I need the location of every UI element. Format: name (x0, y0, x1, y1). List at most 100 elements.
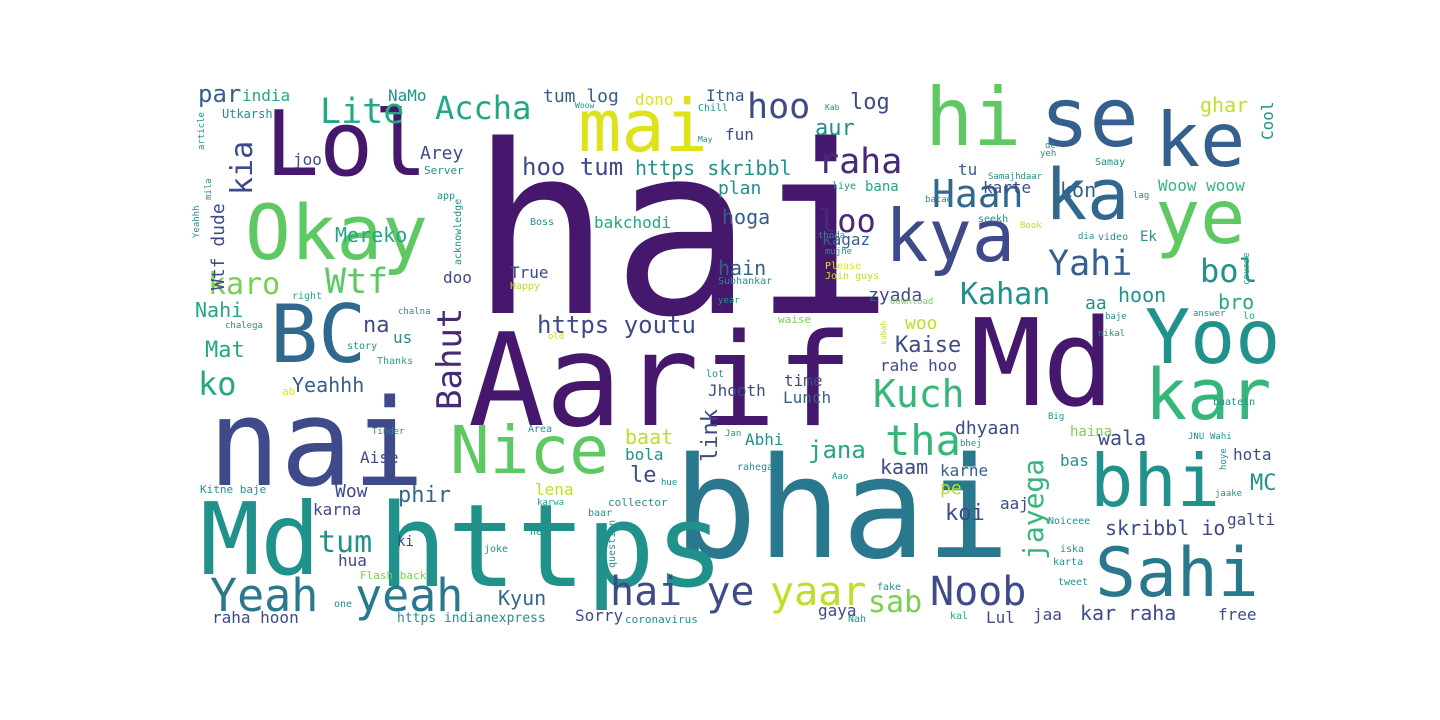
cloud-word: Woow (575, 101, 595, 110)
cloud-word: kon (1060, 178, 1097, 202)
cloud-word: story (347, 341, 378, 352)
cloud-word: Thanks (377, 356, 414, 367)
cloud-word: fun (725, 125, 754, 144)
cloud-word: Yoo (1145, 293, 1281, 381)
cloud-word: hoo tum (522, 153, 624, 181)
cloud-word: Kaise (895, 333, 962, 358)
cloud-word: bakchodi (594, 213, 672, 232)
cloud-word: Chill (698, 103, 729, 114)
cloud-word: https skribbl (635, 156, 792, 180)
cloud-word: Nah (848, 614, 867, 625)
cloud-word: koi (945, 501, 985, 526)
cloud-word: ko (198, 365, 237, 403)
cloud-word: nai (208, 375, 425, 514)
cloud-word: Jhooth (708, 381, 766, 400)
cloud-word: Join guys (825, 271, 880, 282)
cloud-word: Aao (832, 472, 849, 482)
cloud-word: video (1098, 232, 1129, 243)
cloud-word: kia (225, 140, 260, 195)
cloud-word: True (510, 263, 549, 282)
cloud-word: bol (1200, 252, 1258, 290)
cloud-word: Utkarsh (222, 107, 273, 121)
cloud-word: hota (1233, 445, 1272, 464)
cloud-word: na (363, 313, 390, 338)
cloud-word: Book (1020, 221, 1042, 231)
cloud-word: lag (1133, 191, 1150, 201)
cloud-word: old (548, 332, 565, 342)
cloud-word: tu (958, 160, 978, 179)
cloud-word: dia (1078, 232, 1095, 242)
cloud-word: Itna (706, 86, 745, 105)
cloud-word: Lol (265, 92, 428, 197)
cloud-word: Lite (320, 92, 405, 132)
cloud-word: ki (397, 534, 414, 550)
cloud-word: bas (1060, 451, 1089, 470)
cloud-word: Md (200, 481, 321, 598)
cloud-word: lena (535, 480, 574, 499)
cloud-word: Mereko (335, 223, 408, 247)
cloud-word: Server (424, 164, 464, 177)
cloud-word: kar raha (1080, 601, 1177, 625)
cloud-word: bana (865, 179, 899, 195)
cloud-word: dhyaan (955, 418, 1021, 439)
cloud-word: yeah (355, 569, 464, 622)
cloud-word: hoon (1118, 283, 1167, 307)
cloud-word: tum (318, 525, 373, 560)
cloud-word: Noiceee (1048, 516, 1091, 527)
cloud-word: baat (625, 425, 674, 449)
cloud-word: hoga (722, 205, 771, 229)
cloud-word: ab (282, 385, 296, 398)
cloud-word: link (698, 409, 723, 462)
cloud-word: pe (940, 478, 962, 499)
cloud-word: chalna (398, 307, 431, 317)
cloud-word: Haan (932, 172, 1024, 216)
cloud-word: collector (608, 496, 668, 509)
cloud-word: NaMo (388, 86, 427, 105)
cloud-word: bhi (1090, 439, 1221, 523)
cloud-word: Kab (825, 103, 840, 112)
cloud-word: free (1218, 605, 1257, 624)
cloud-word: us (393, 328, 413, 347)
cloud-word: Kitne baje (200, 483, 267, 496)
cloud-word: joke (484, 544, 509, 555)
cloud-word: batao (925, 195, 953, 205)
cloud-word: dono (635, 90, 674, 109)
cloud-word: rahe hoo (880, 356, 958, 375)
cloud-word: rahega (737, 462, 774, 473)
cloud-word: hoo (747, 87, 811, 127)
cloud-word: hai ye (610, 569, 755, 615)
cloud-word: Samajhdaar (988, 172, 1043, 182)
cloud-word: Big (1048, 412, 1065, 422)
cloud-word: seekh (978, 214, 1009, 225)
cloud-word: acknowledge (453, 198, 464, 265)
cloud-word: hi (925, 71, 1022, 164)
cloud-word: hain (718, 256, 767, 280)
cloud-word: Mat (205, 338, 245, 363)
cloud-word: ye (1155, 173, 1246, 261)
cloud-word: chalega (225, 321, 263, 331)
cloud-word: jaake (1215, 489, 1243, 499)
cloud-word: loo (818, 202, 876, 240)
cloud-word: thoda (818, 231, 846, 241)
cloud-word: de (1045, 141, 1056, 151)
cloud-word: jana (808, 436, 866, 464)
cloud-word: iska (1060, 544, 1085, 555)
word-cloud: hai Aarif bhai nai Md Md https Lol Okay BC mai hi se… (180, 71, 1281, 630)
cloud-word: karta (1053, 557, 1084, 568)
cloud-word: right (292, 291, 323, 302)
cloud-word: haina (1070, 424, 1113, 440)
cloud-word: se (1040, 71, 1139, 166)
cloud-word: Noob (930, 569, 1027, 615)
cloud-word: nikal (1098, 329, 1126, 339)
cloud-word: doo (443, 268, 472, 287)
cloud-word: Yeahhh (292, 373, 365, 397)
cloud-word: coronavirus (625, 613, 698, 626)
cloud-word: aaj (1000, 494, 1029, 513)
cloud-word: lot (706, 369, 725, 380)
cloud-word: le (630, 463, 657, 488)
cloud-word: skribbl io (1105, 516, 1226, 540)
cloud-word: Yeahhh (192, 205, 202, 238)
cloud-word: Aise (360, 448, 399, 467)
cloud-word: Wahi (1210, 432, 1232, 442)
cloud-word: JNU (1188, 432, 1205, 442)
